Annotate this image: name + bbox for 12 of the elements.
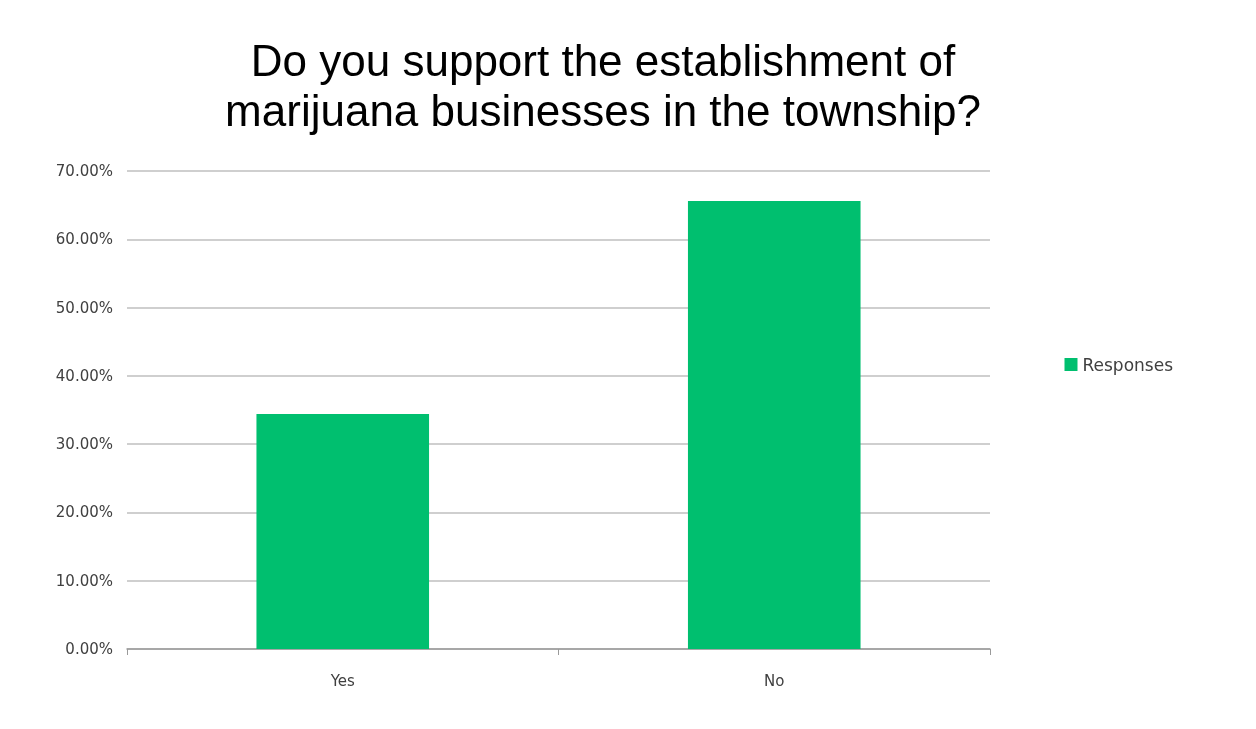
y-tick-label: 30.00% [55, 435, 113, 454]
x-tick-label: Yes [329, 671, 356, 690]
y-tick-label: 20.00% [55, 503, 113, 522]
y-tick-label: 60.00% [55, 230, 113, 249]
y-tick-label: 40.00% [55, 366, 113, 385]
x-tick-label: No [764, 671, 785, 690]
y-tick-label: 10.00% [55, 571, 113, 590]
legend-label: Responses [1082, 354, 1174, 375]
y-tick-label: 0.00% [65, 640, 113, 658]
y-tick-label: 50.00% [55, 298, 113, 317]
y-tick-label: 70.00% [55, 162, 113, 180]
chart-title: Do you support the establishment of marijuana businesses in the township? [225, 35, 981, 135]
